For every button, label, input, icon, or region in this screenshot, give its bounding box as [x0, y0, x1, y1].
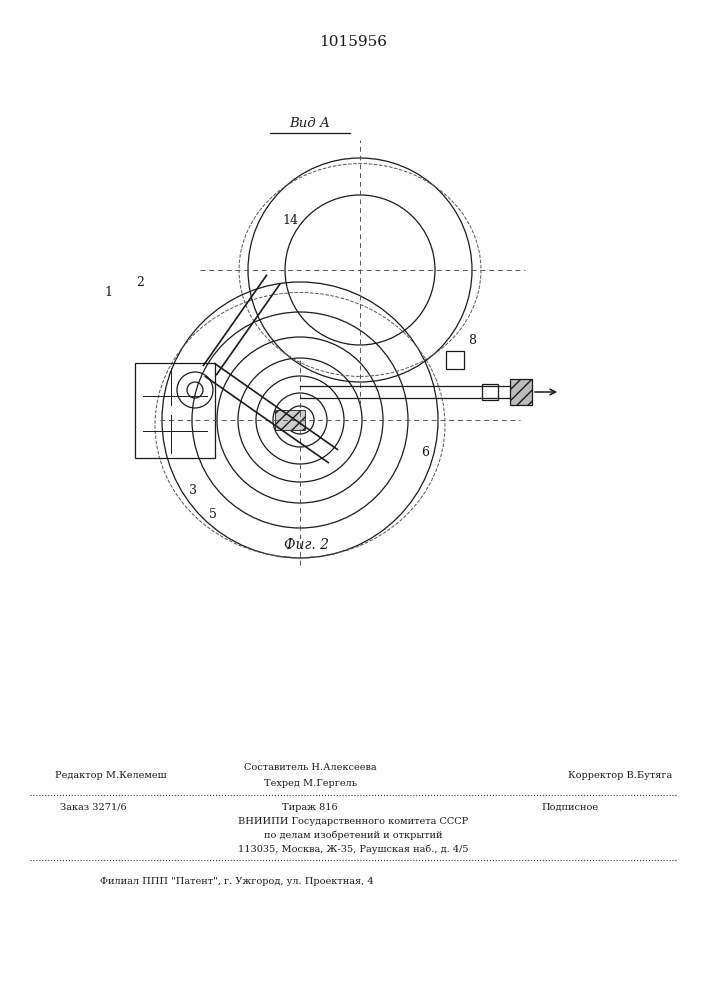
Text: Редактор М.Келемеш: Редактор М.Келемеш: [55, 770, 167, 780]
Text: 14: 14: [282, 214, 298, 227]
Text: Корректор В.Бутяга: Корректор В.Бутяга: [568, 770, 672, 780]
Text: по делам изобретений и открытий: по делам изобретений и открытий: [264, 830, 443, 840]
Text: 113035, Москва, Ж-35, Раушская наб., д. 4/5: 113035, Москва, Ж-35, Раушская наб., д. …: [238, 844, 468, 854]
Bar: [446, 351, 464, 369]
Text: Составитель Н.Алексеева: Составитель Н.Алексеева: [244, 762, 376, 772]
Text: 6: 6: [421, 446, 429, 458]
Text: 1: 1: [104, 286, 112, 298]
Text: Фиг. 2: Фиг. 2: [284, 538, 329, 552]
Bar: [135, 362, 215, 458]
Text: 2: 2: [136, 275, 144, 288]
Bar: [482, 384, 498, 400]
Text: 1015956: 1015956: [319, 35, 387, 49]
Text: Заказ 3271/6: Заказ 3271/6: [60, 802, 127, 812]
Bar: [275, 410, 305, 430]
Text: 8: 8: [468, 334, 476, 347]
Bar: [510, 379, 532, 405]
Text: Филиал ППП "Патент", г. Ужгород, ул. Проектная, 4: Филиал ППП "Патент", г. Ужгород, ул. Про…: [100, 878, 373, 886]
Text: 5: 5: [209, 508, 217, 522]
Text: Вид А: Вид А: [290, 117, 330, 130]
Text: Техред М.Гергель: Техред М.Гергель: [264, 778, 356, 788]
Text: Тираж 816: Тираж 816: [282, 802, 338, 812]
Text: ВНИИПИ Государственного комитета СССР: ВНИИПИ Государственного комитета СССР: [238, 816, 468, 826]
Text: Подписное: Подписное: [542, 802, 599, 812]
Text: 3: 3: [189, 484, 197, 496]
